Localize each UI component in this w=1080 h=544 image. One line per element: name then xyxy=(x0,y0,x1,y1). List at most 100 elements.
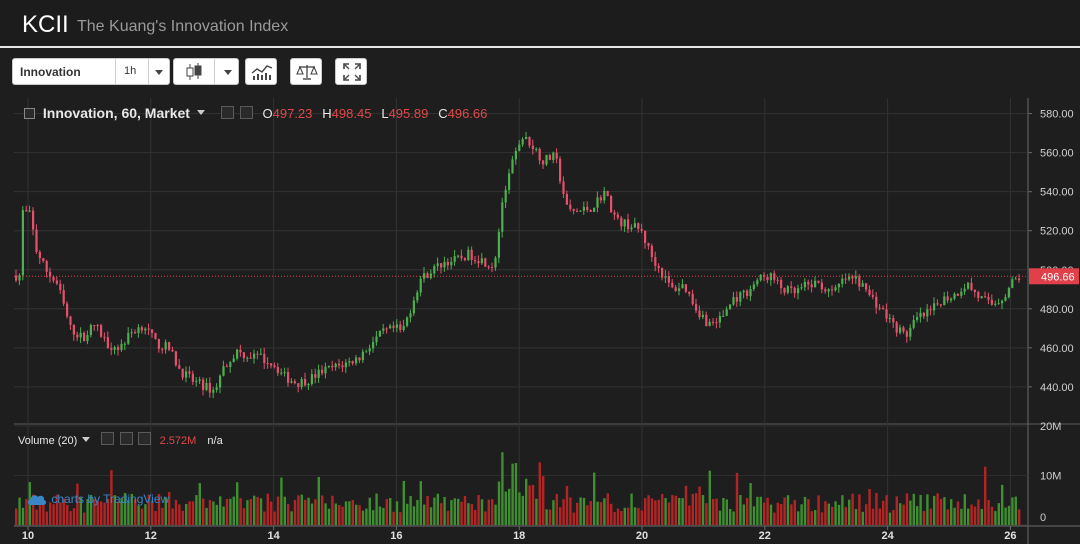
interval-selector[interactable]: 1h xyxy=(124,65,137,77)
open-value: 497.23 xyxy=(272,106,313,121)
candle-body xyxy=(892,318,895,323)
candle-body xyxy=(565,193,568,205)
volume-bar xyxy=(674,495,677,525)
volume-bar xyxy=(304,499,307,525)
volume-bar xyxy=(423,504,426,525)
candle-body xyxy=(695,304,698,311)
candle-body xyxy=(259,353,262,355)
candle-body xyxy=(236,349,239,359)
candle-body xyxy=(477,261,480,264)
candle-body xyxy=(756,280,759,285)
candle-body xyxy=(89,325,92,336)
compare-icon xyxy=(296,65,318,80)
candle-body xyxy=(514,150,517,160)
volume-bar xyxy=(725,499,728,525)
volume-bar xyxy=(355,504,358,525)
volume-bar xyxy=(990,506,994,525)
volume-bar xyxy=(212,501,215,525)
chevron-down-icon[interactable] xyxy=(196,110,205,115)
hide-icon[interactable] xyxy=(119,432,133,445)
settings-icon[interactable] xyxy=(220,106,234,119)
volume-bar xyxy=(933,495,936,525)
fullscreen-button[interactable] xyxy=(335,58,367,85)
volume-bar xyxy=(491,499,494,525)
hide-icon[interactable] xyxy=(239,106,253,119)
chevron-down-icon[interactable] xyxy=(224,70,232,75)
series-legend: Innovation, 60, Market O497.23 H498.45 L… xyxy=(22,105,487,123)
chevron-down-icon[interactable] xyxy=(82,437,91,442)
volume-bar xyxy=(185,503,188,525)
candles-icon xyxy=(186,63,202,80)
settings-icon[interactable] xyxy=(101,432,115,445)
volume-bar xyxy=(463,496,467,525)
compare-button[interactable] xyxy=(290,58,322,85)
volume-bar xyxy=(372,510,375,525)
candle-body xyxy=(232,358,235,363)
collapse-icon[interactable] xyxy=(24,108,35,119)
series-title[interactable]: Innovation, 60, Market xyxy=(42,105,190,121)
candle-body xyxy=(708,321,711,327)
candle-body xyxy=(351,361,354,364)
volume-bar xyxy=(59,502,62,525)
volume-bar xyxy=(232,496,235,525)
candle-body xyxy=(28,210,31,212)
candle-body xyxy=(647,243,650,246)
candle-body xyxy=(66,303,69,317)
candle-body xyxy=(620,217,623,227)
candle-body xyxy=(324,366,327,374)
volume-bar xyxy=(66,504,69,525)
candle-body xyxy=(797,288,800,294)
candle-body xyxy=(406,317,409,326)
volume-bar xyxy=(412,506,416,525)
candle-body xyxy=(96,325,99,327)
candle-body xyxy=(497,231,500,258)
chart-grid xyxy=(14,98,1080,544)
x-tick-label: 16 xyxy=(390,530,402,542)
candle-body xyxy=(827,289,830,292)
volume-bar xyxy=(637,507,640,525)
chart-toolbar: Innovation 1h xyxy=(0,48,1080,96)
chevron-down-icon[interactable] xyxy=(155,70,163,75)
candle-body xyxy=(249,357,252,359)
volume-bar xyxy=(134,499,137,525)
tradingview-watermark[interactable]: charts by TradingView xyxy=(26,492,169,506)
symbol-input[interactable]: Innovation xyxy=(20,65,81,79)
high-label: H xyxy=(322,106,332,121)
price-chart[interactable]: 580.00560.00540.00520.00500.00480.00460.… xyxy=(0,98,1080,544)
volume-bar xyxy=(715,498,718,525)
chart-style-button[interactable] xyxy=(173,58,239,85)
volume-bar xyxy=(667,502,671,525)
volume-bar xyxy=(147,494,150,525)
volume-tick-label: 0 xyxy=(1040,512,1046,524)
candle-body xyxy=(443,261,446,268)
volume-bar xyxy=(810,511,813,525)
volume-bar xyxy=(1014,496,1017,525)
candle-body xyxy=(603,190,606,201)
candle-body xyxy=(548,155,551,160)
volume-bar xyxy=(69,511,72,525)
candle-body xyxy=(508,173,511,190)
candle-body xyxy=(358,357,361,361)
candle-body xyxy=(395,324,398,328)
candle-body xyxy=(950,298,953,301)
volume-bar xyxy=(766,497,769,525)
candle-body xyxy=(494,257,497,268)
symbol-search-box[interactable]: Innovation 1h xyxy=(12,58,170,85)
volume-bar xyxy=(695,493,698,525)
candle-body xyxy=(1014,278,1017,280)
volume-bar xyxy=(310,503,314,525)
close-icon[interactable] xyxy=(137,432,151,445)
watermark-prefix: charts by xyxy=(51,492,101,506)
y-tick-label: 440.00 xyxy=(1040,382,1074,394)
candle-body xyxy=(467,249,470,261)
candle-body xyxy=(936,303,939,305)
candle-body xyxy=(419,278,422,293)
volume-bar xyxy=(1001,484,1004,525)
volume-title[interactable]: Volume (20) xyxy=(18,435,78,447)
candle-body xyxy=(953,293,956,299)
volume-bar xyxy=(25,499,28,525)
volume-bar xyxy=(538,462,541,525)
candle-body xyxy=(113,347,116,350)
volume-bar xyxy=(827,503,830,525)
indicators-button[interactable] xyxy=(245,58,277,85)
